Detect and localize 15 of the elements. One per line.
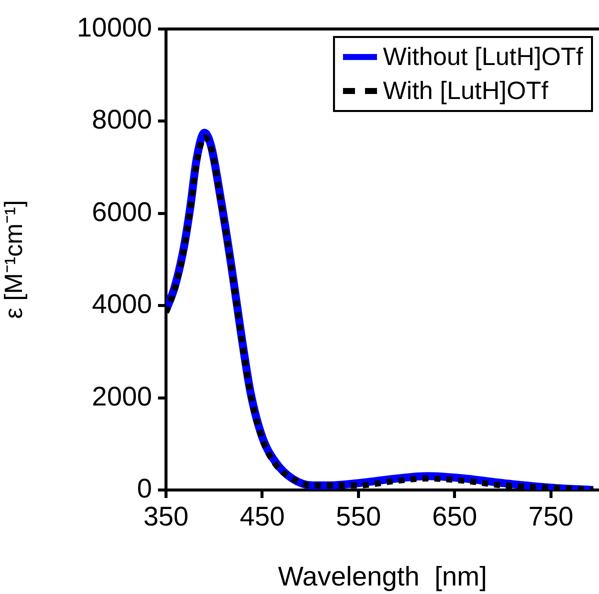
legend-label: Without [LutH]OTf: [382, 42, 583, 73]
x-tick-label: 750: [528, 502, 574, 532]
x-tick-label: 650: [432, 502, 478, 532]
y-tick-label: 0: [136, 473, 152, 504]
y-tick-label: 2000: [92, 381, 152, 412]
y-tick-label: 10000: [76, 12, 152, 42]
x-tick-label: 350: [143, 502, 189, 532]
y-tick-label: 6000: [92, 196, 152, 227]
legend-label: With [LutH]OTf: [382, 76, 548, 107]
x-tick-label: 450: [240, 502, 285, 532]
y-tick-label: 4000: [92, 289, 152, 320]
x-tick-label: 550: [336, 502, 381, 532]
y-axis-title: ε [M⁻¹cm⁻¹]: [0, 200, 28, 319]
x-axis-title: Wavelength [nm]: [278, 561, 488, 592]
y-tick-label: 8000: [92, 104, 152, 135]
